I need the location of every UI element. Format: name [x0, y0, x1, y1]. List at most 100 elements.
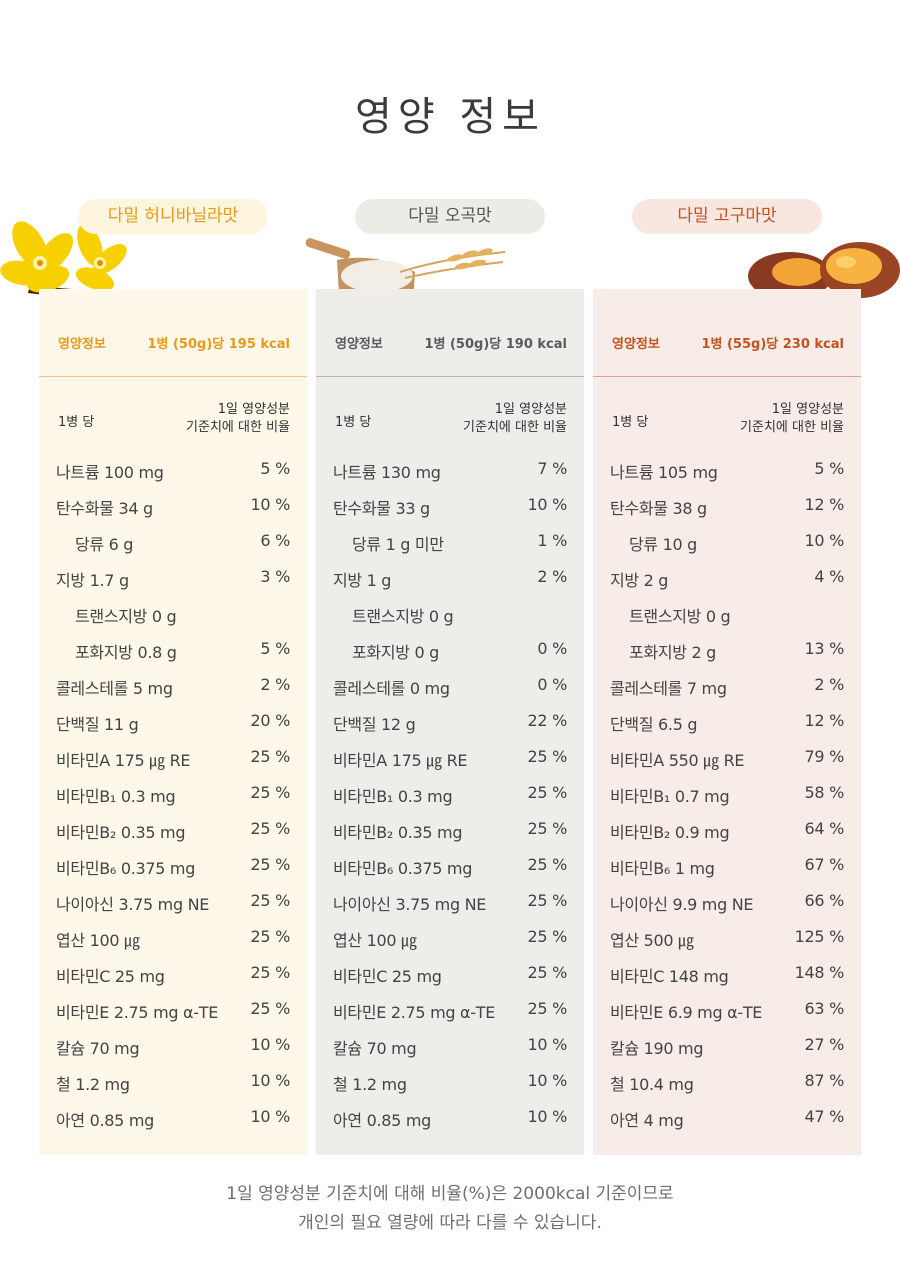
nutrient-percent: 5 % [260, 639, 290, 658]
product-tab-sweet-potato: 다밀 고구마맛 [632, 199, 822, 234]
nutrient-name: 아연 4 mg [610, 1111, 684, 1130]
nutrient-name: 비타민A 550 ㎍ RE [610, 751, 745, 770]
daily-value-label-line1: 1일 영양성분 [771, 402, 844, 417]
nutrient-row: 비타민A 550 ㎍ RE 79 % [593, 739, 861, 775]
nutrient-row: 포화지방 0 g 0 % [316, 631, 584, 667]
nutrient-row: 비타민B₆ 0.375 mg 25 % [316, 847, 584, 883]
daily-value-label-line2: 기준치에 대한 비율 [740, 420, 844, 435]
nutrient-percent: 25 % [527, 891, 568, 910]
nutrient-row: 당류 6 g 6 % [39, 523, 307, 559]
per-serving-label: 1병 당 [335, 415, 372, 430]
nutrition-header: 영양정보 1병 (50g)당 190 kcal [316, 289, 584, 377]
nutrient-row: 비타민C 148 mg 148 % [593, 955, 861, 991]
nutrient-row: 아연 0.85 mg 10 % [39, 1099, 307, 1135]
nutrition-header-label: 영양정보 [335, 337, 383, 352]
nutrient-row: 철 1.2 mg 10 % [39, 1063, 307, 1099]
nutrient-row: 아연 0.85 mg 10 % [316, 1099, 584, 1135]
nutrient-percent: 25 % [527, 927, 568, 946]
nutrient-row: 철 1.2 mg 10 % [316, 1063, 584, 1099]
nutrient-row: 나트륨 100 mg 5 % [39, 451, 307, 487]
nutrient-rows: 나트륨 130 mg 7 % 탄수화물 33 g 10 % 당류 1 g 미만 1 % 지방… [316, 451, 584, 1135]
nutrient-name: 비타민B₆ 0.375 mg [56, 859, 196, 878]
nutrient-percent: 0 % [537, 639, 567, 658]
nutrient-row: 비타민B₁ 0.3 mg 25 % [39, 775, 307, 811]
nutrient-row: 비타민B₆ 1 mg 67 % [593, 847, 861, 883]
nutrient-row: 단백질 6.5 g 12 % [593, 703, 861, 739]
nutrient-row: 탄수화물 33 g 10 % [316, 487, 584, 523]
nutrient-name: 비타민B₂ 0.9 mg [610, 823, 730, 842]
nutrient-percent: 25 % [250, 855, 291, 874]
nutrient-row: 아연 4 mg 47 % [593, 1099, 861, 1135]
nutrient-name: 아연 0.85 mg [56, 1111, 154, 1130]
nutrient-percent: 25 % [250, 963, 291, 982]
footnote-line-1: 1일 영양성분 기준치에 대해 비율(%)은 2000kcal 기준이므로 [226, 1184, 674, 1204]
nutrient-row: 트랜스지방 0 g [316, 595, 584, 631]
nutrient-name: 비타민E 6.9 mg α-TE [610, 1003, 763, 1022]
nutrient-name: 엽산 100 ㎍ [56, 931, 140, 950]
daily-value-label-line2: 기준치에 대한 비율 [186, 420, 290, 435]
per-serving-label: 1병 당 [58, 415, 95, 430]
serving-calories: 1병 (50g)당 190 kcal [424, 337, 567, 352]
nutrient-name: 포화지방 0.8 g [75, 643, 177, 662]
nutrient-percent: 58 % [804, 783, 845, 802]
nutrition-panel-sweet-potato: 영양정보 1병 (55g)당 230 kcal 1병 당 1일 영양성분 기준치… [593, 289, 861, 1155]
nutrient-percent: 10 % [527, 1107, 568, 1126]
nutrient-percent: 63 % [804, 999, 845, 1018]
nutrient-percent: 25 % [250, 747, 291, 766]
nutrient-row: 탄수화물 34 g 10 % [39, 487, 307, 523]
nutrient-name: 당류 6 g [75, 535, 134, 554]
nutrient-name: 비타민B₆ 1 mg [610, 859, 715, 878]
nutrient-percent: 66 % [804, 891, 845, 910]
nutrient-rows: 나트륨 100 mg 5 % 탄수화물 34 g 10 % 당류 6 g 6 % 지방 1.… [39, 451, 307, 1135]
nutrient-row: 비타민B₂ 0.35 mg 25 % [316, 811, 584, 847]
nutrition-header: 영양정보 1병 (55g)당 230 kcal [593, 289, 861, 377]
nutrient-row: 탄수화물 38 g 12 % [593, 487, 861, 523]
nutrient-percent: 87 % [804, 1071, 845, 1090]
nutrient-percent: 4 % [814, 567, 844, 586]
nutrient-row: 당류 1 g 미만 1 % [316, 523, 584, 559]
nutrient-name: 당류 10 g [629, 535, 698, 554]
nutrient-row: 지방 1.7 g 3 % [39, 559, 307, 595]
nutrient-name: 비타민B₂ 0.35 mg [333, 823, 463, 842]
nutrient-percent: 10 % [250, 495, 291, 514]
nutrient-row: 포화지방 0.8 g 5 % [39, 631, 307, 667]
product-tab-five-grain: 다밀 오곡맛 [355, 199, 545, 234]
nutrient-row: 비타민A 175 ㎍ RE 25 % [39, 739, 307, 775]
nutrient-name: 엽산 500 ㎍ [610, 931, 694, 950]
nutrition-header-label: 영양정보 [612, 337, 660, 352]
nutrient-name: 트랜스지방 0 g [629, 607, 731, 626]
nutrient-name: 비타민B₁ 0.3 mg [333, 787, 453, 806]
nutrition-header: 영양정보 1병 (50g)당 195 kcal [39, 289, 307, 377]
nutrient-percent: 25 % [250, 783, 291, 802]
nutrient-row: 콜레스테롤 7 mg 2 % [593, 667, 861, 703]
nutrient-name: 비타민B₆ 0.375 mg [333, 859, 473, 878]
nutrient-percent: 2 % [537, 567, 567, 586]
nutrient-percent: 25 % [250, 999, 291, 1018]
nutrient-name: 나이아신 3.75 mg NE [333, 895, 487, 914]
nutrient-row: 비타민B₁ 0.3 mg 25 % [316, 775, 584, 811]
nutrient-name: 칼슘 70 mg [333, 1039, 417, 1058]
nutrient-row: 트랜스지방 0 g [39, 595, 307, 631]
nutrient-name: 나트륨 100 mg [56, 463, 164, 482]
nutrient-percent: 79 % [804, 747, 845, 766]
nutrient-name: 트랜스지방 0 g [75, 607, 177, 626]
nutrient-name: 철 1.2 mg [333, 1075, 407, 1094]
nutrient-row: 칼슘 70 mg 10 % [316, 1027, 584, 1063]
nutrient-row: 콜레스테롤 5 mg 2 % [39, 667, 307, 703]
nutrient-row: 트랜스지방 0 g [593, 595, 861, 631]
nutrient-name: 당류 1 g 미만 [352, 535, 444, 554]
nutrient-name: 비타민B₁ 0.3 mg [56, 787, 176, 806]
nutrient-name: 포화지방 2 g [629, 643, 716, 662]
nutrient-name: 탄수화물 38 g [610, 499, 707, 518]
nutrient-name: 비타민C 25 mg [333, 967, 442, 986]
nutrient-row: 나이아신 3.75 mg NE 25 % [39, 883, 307, 919]
nutrient-percent: 2 % [814, 675, 844, 694]
nutrient-row: 비타민B₆ 0.375 mg 25 % [39, 847, 307, 883]
nutrient-percent: 27 % [804, 1035, 845, 1054]
nutrient-row: 나이아신 9.9 mg NE 66 % [593, 883, 861, 919]
nutrient-percent: 25 % [250, 927, 291, 946]
nutrient-percent: 2 % [260, 675, 290, 694]
nutrient-percent: 10 % [250, 1035, 291, 1054]
nutrient-percent: 25 % [527, 783, 568, 802]
nutrient-name: 아연 0.85 mg [333, 1111, 431, 1130]
